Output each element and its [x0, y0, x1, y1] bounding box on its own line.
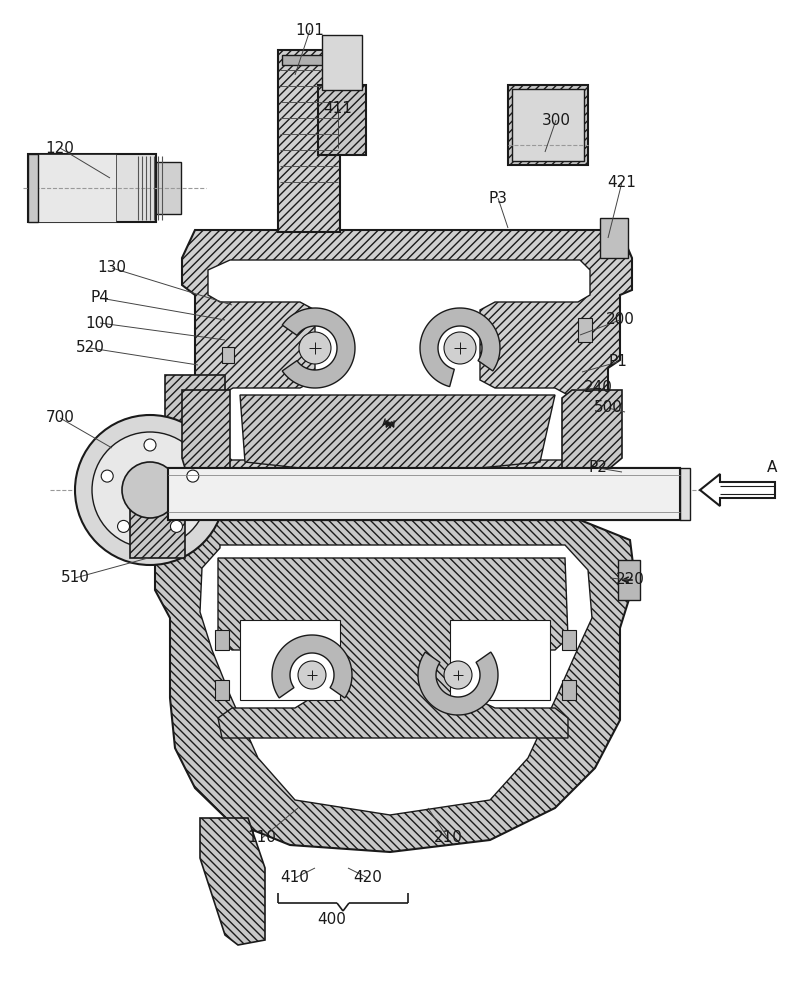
Polygon shape: [200, 545, 591, 815]
Bar: [599, 218, 627, 258]
Bar: [28, 154, 156, 222]
Bar: [282, 55, 336, 65]
Text: 500: 500: [593, 400, 622, 416]
Bar: [679, 468, 689, 520]
Bar: [278, 50, 340, 232]
Polygon shape: [240, 395, 554, 470]
Circle shape: [298, 661, 325, 689]
Polygon shape: [208, 260, 589, 460]
Bar: [214, 680, 229, 700]
Polygon shape: [418, 652, 497, 715]
Circle shape: [92, 432, 208, 548]
Text: P1: P1: [608, 355, 626, 369]
Circle shape: [170, 520, 182, 532]
Circle shape: [299, 332, 331, 364]
Text: 400: 400: [317, 912, 346, 927]
Bar: [130, 478, 185, 558]
Text: 110: 110: [247, 830, 276, 845]
Text: 410: 410: [280, 870, 309, 886]
Bar: [156, 162, 181, 214]
Circle shape: [101, 470, 113, 482]
Text: A: A: [766, 460, 777, 476]
Bar: [450, 620, 549, 700]
Text: 420: 420: [353, 870, 382, 886]
Polygon shape: [218, 558, 567, 738]
Text: P2: P2: [588, 460, 607, 476]
Bar: [38, 154, 116, 222]
Polygon shape: [271, 635, 352, 698]
Text: 200: 200: [605, 312, 634, 328]
Circle shape: [122, 462, 177, 518]
Text: 100: 100: [85, 316, 114, 330]
Text: 510: 510: [60, 570, 89, 585]
Circle shape: [117, 520, 129, 532]
Polygon shape: [561, 390, 622, 478]
Polygon shape: [181, 230, 631, 470]
Text: 210: 210: [433, 830, 462, 845]
Polygon shape: [165, 375, 225, 520]
Circle shape: [186, 470, 198, 482]
Bar: [28, 154, 38, 222]
Text: P3: P3: [488, 191, 507, 206]
Polygon shape: [699, 474, 774, 506]
Text: 700: 700: [46, 410, 75, 426]
Circle shape: [144, 439, 156, 451]
Circle shape: [443, 332, 475, 364]
Text: 300: 300: [541, 113, 570, 128]
Text: 520: 520: [75, 340, 104, 356]
Bar: [512, 89, 583, 161]
Circle shape: [75, 415, 225, 565]
Bar: [168, 468, 679, 520]
Bar: [321, 35, 361, 90]
Bar: [561, 630, 575, 650]
Bar: [168, 468, 679, 520]
Polygon shape: [155, 520, 634, 852]
Polygon shape: [181, 390, 230, 478]
Text: 421: 421: [607, 175, 636, 190]
Polygon shape: [419, 308, 499, 387]
Bar: [507, 85, 587, 165]
Bar: [214, 630, 229, 650]
Bar: [561, 680, 575, 700]
Polygon shape: [282, 308, 355, 388]
Bar: [318, 85, 365, 155]
Bar: [222, 347, 234, 363]
Text: 120: 120: [46, 141, 75, 156]
Bar: [240, 620, 340, 700]
Bar: [150, 468, 168, 520]
Polygon shape: [200, 818, 265, 945]
Text: 101: 101: [296, 23, 324, 38]
Text: 240: 240: [583, 380, 612, 395]
Text: 130: 130: [97, 260, 126, 275]
Bar: [577, 318, 591, 342]
Circle shape: [443, 661, 471, 689]
Text: P4: P4: [91, 290, 109, 306]
Text: 411: 411: [323, 101, 352, 116]
Text: 220: 220: [615, 572, 644, 587]
Bar: [618, 560, 639, 600]
